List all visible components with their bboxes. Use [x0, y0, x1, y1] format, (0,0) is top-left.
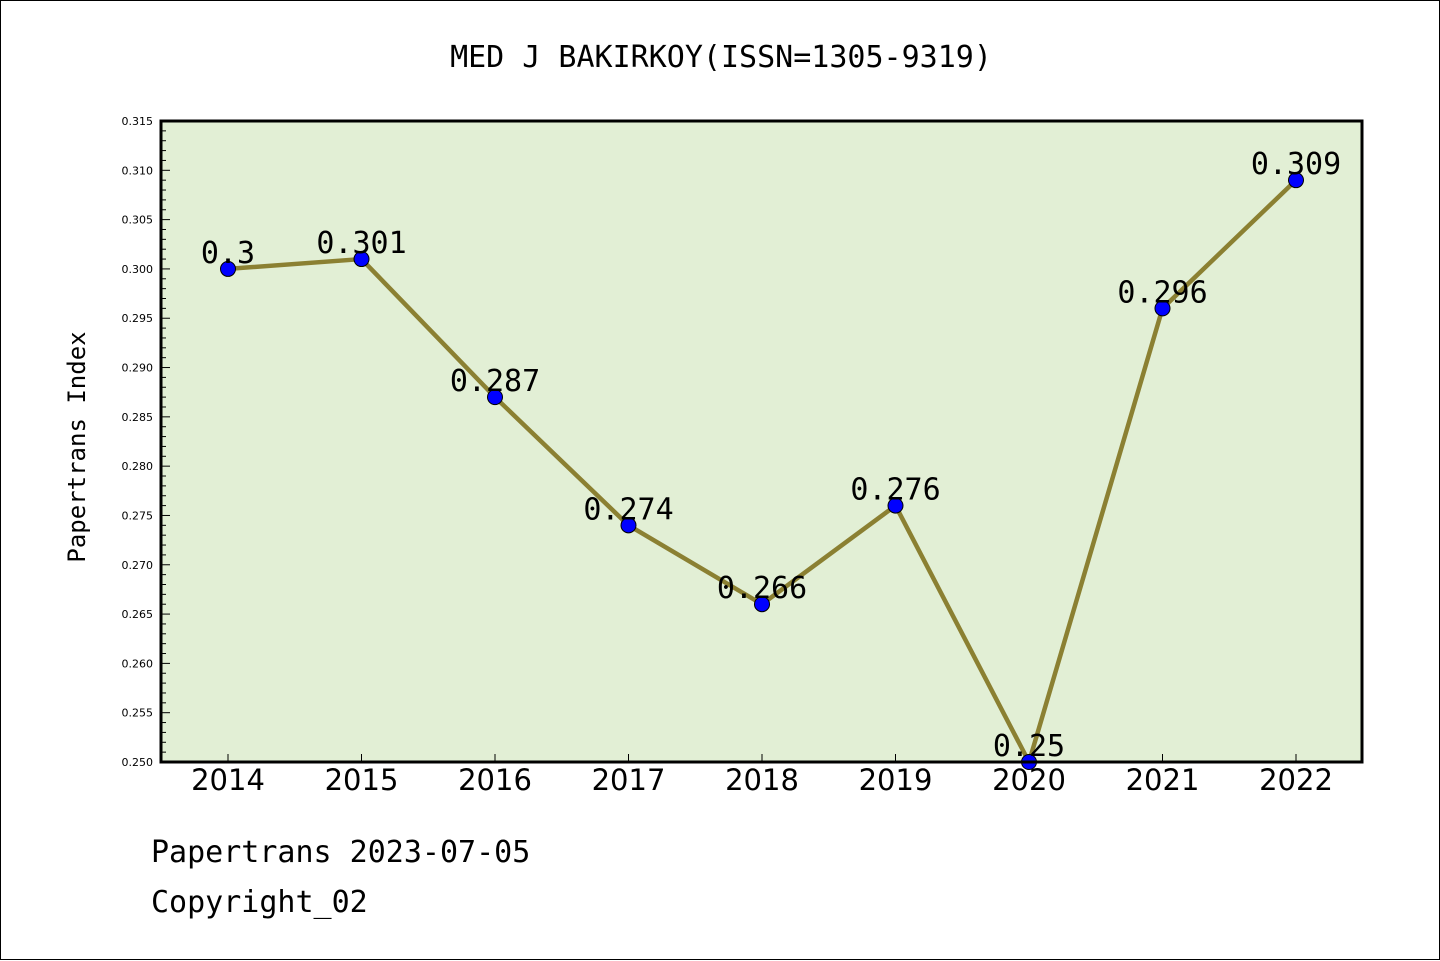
data-point	[487, 389, 503, 406]
chart-title: MED J BAKIRKOY(ISSN=1305-9319)	[450, 40, 992, 75]
x-tick-label: 2019	[859, 763, 933, 797]
footer-date-text: Papertrans 2023-07-05	[151, 835, 531, 870]
data-point	[1288, 172, 1304, 189]
footer-copyright-text: Copyright_02	[151, 885, 368, 920]
y-tick-label: 0.280	[122, 460, 154, 473]
x-tick-label: 2021	[1126, 763, 1200, 797]
plot-border	[159, 119, 1364, 764]
data-label: 0.25	[993, 729, 1065, 764]
y-tick-label: 0.305	[122, 214, 154, 227]
x-tick-label: 2018	[725, 763, 799, 797]
data-label: 0.301	[316, 226, 406, 261]
y-tick-label: 0.290	[122, 362, 154, 375]
y-tick-label: 0.265	[122, 608, 154, 621]
data-point	[353, 251, 370, 268]
data-point	[220, 260, 236, 277]
y-tick-label: 0.260	[122, 657, 154, 670]
data-point	[887, 497, 904, 514]
plot-area	[161, 121, 1362, 762]
data-label: 0.309	[1251, 147, 1341, 182]
data-label: 0.266	[717, 571, 807, 606]
data-label: 0.276	[850, 473, 940, 508]
y-tick-label: 0.295	[122, 312, 154, 325]
y-tick-label: 0.255	[122, 707, 154, 720]
y-tick-label: 0.310	[122, 164, 154, 177]
data-point	[1154, 300, 1171, 317]
x-tick-label: 2015	[325, 763, 399, 797]
x-tick-label: 2017	[592, 763, 666, 797]
data-labels: 0.3 0.301 0.287 0.274 0.266 0.276 0.25 0.296 0.3…	[201, 147, 1341, 764]
y-tick-label: 0.300	[122, 263, 154, 276]
series-markers	[220, 172, 1304, 770]
y-axis-ticks: 0.250 0.255 0.260 0.265 0.270 0.275 0.280 0.285…	[122, 115, 170, 769]
data-label: 0.287	[450, 364, 540, 399]
y-tick-label: 0.315	[122, 115, 154, 128]
data-label: 0.296	[1117, 275, 1207, 310]
x-tick-label: 2022	[1259, 763, 1333, 797]
y-axis-label: Papertrans Index	[63, 331, 91, 562]
y-tick-label: 0.275	[122, 509, 154, 522]
data-point	[754, 596, 770, 613]
y-tick-label: 0.270	[122, 559, 154, 572]
y-tick-label: 0.250	[122, 756, 154, 769]
y-tick-label: 0.285	[122, 411, 154, 424]
x-tick-label: 2014	[191, 763, 265, 797]
data-label: 0.3	[201, 236, 255, 271]
x-tick-label: 2016	[458, 763, 532, 797]
data-label: 0.274	[583, 492, 673, 527]
data-point	[620, 517, 637, 534]
x-axis-ticks: 2014 2015 2016 2017 2018 2019 2020 2021 2022	[191, 754, 1333, 797]
